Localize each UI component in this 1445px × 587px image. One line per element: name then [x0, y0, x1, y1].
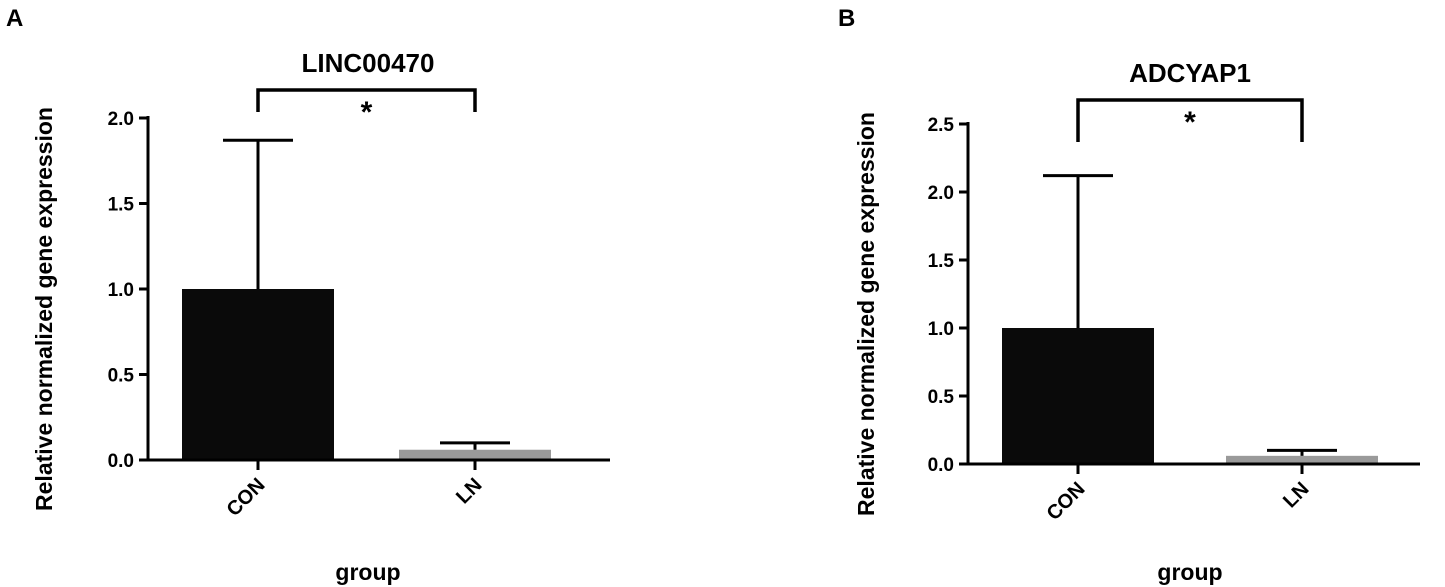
y-tick-label: 1.0: [928, 319, 954, 340]
bar-ln: [399, 449, 551, 460]
category-label-ln: LN: [452, 474, 486, 508]
category-label-con: CON: [223, 474, 270, 521]
y-tick-label: 1.5: [928, 251, 955, 272]
y-tick-label: 1.5: [108, 195, 135, 216]
y-tick-label: 0.5: [108, 366, 135, 387]
y-tick-label: 0.0: [928, 455, 954, 476]
bar-ln: [1226, 455, 1378, 464]
y-tick-label: 0.0: [108, 451, 134, 472]
y-tick-label: 2.0: [928, 183, 954, 204]
category-label-ln: LN: [1279, 478, 1313, 512]
bar-con: [1002, 328, 1154, 464]
significance-marker: *: [1184, 106, 1196, 139]
y-tick-label: 1.0: [108, 280, 134, 301]
y-tick-label: 2.0: [108, 109, 134, 130]
significance-marker: *: [361, 96, 373, 129]
y-axis-label: Relative normalized gene expression: [31, 107, 57, 511]
significance-bracket: [256, 88, 477, 112]
category-label-con: CON: [1043, 478, 1090, 525]
x-axis-label: group: [335, 559, 400, 585]
chart-title: ADCYAP1: [1129, 58, 1251, 88]
chart-title: LINC00470: [302, 48, 435, 78]
bar-con: [182, 289, 334, 460]
y-axis-label: Relative normalized gene expression: [853, 112, 879, 516]
x-axis-label: group: [1157, 559, 1222, 585]
y-tick-label: 2.5: [928, 115, 955, 136]
y-tick-label: 0.5: [928, 387, 955, 408]
panel-a: A LINC00470 Relative normalized gene expre…: [6, 5, 610, 585]
significance-bracket: [1076, 98, 1304, 142]
panel-b: B ADCYAP1 Relative normalized gene express…: [838, 5, 1420, 585]
panel-letter: A: [6, 5, 23, 32]
panel-letter: B: [838, 5, 855, 32]
